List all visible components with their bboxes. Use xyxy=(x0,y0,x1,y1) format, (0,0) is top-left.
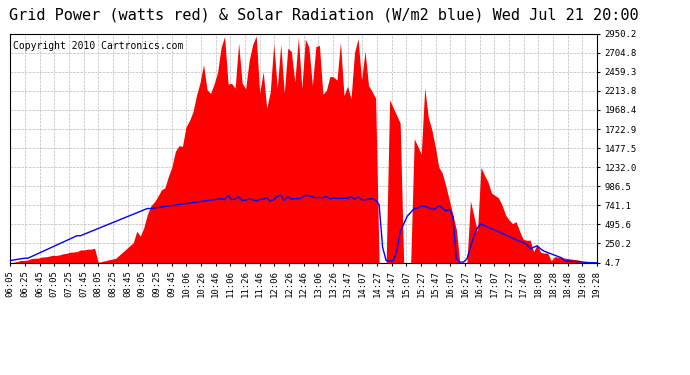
Text: Copyright 2010 Cartronics.com: Copyright 2010 Cartronics.com xyxy=(13,40,184,51)
Text: Grid Power (watts red) & Solar Radiation (W/m2 blue) Wed Jul 21 20:00: Grid Power (watts red) & Solar Radiation… xyxy=(10,8,639,22)
